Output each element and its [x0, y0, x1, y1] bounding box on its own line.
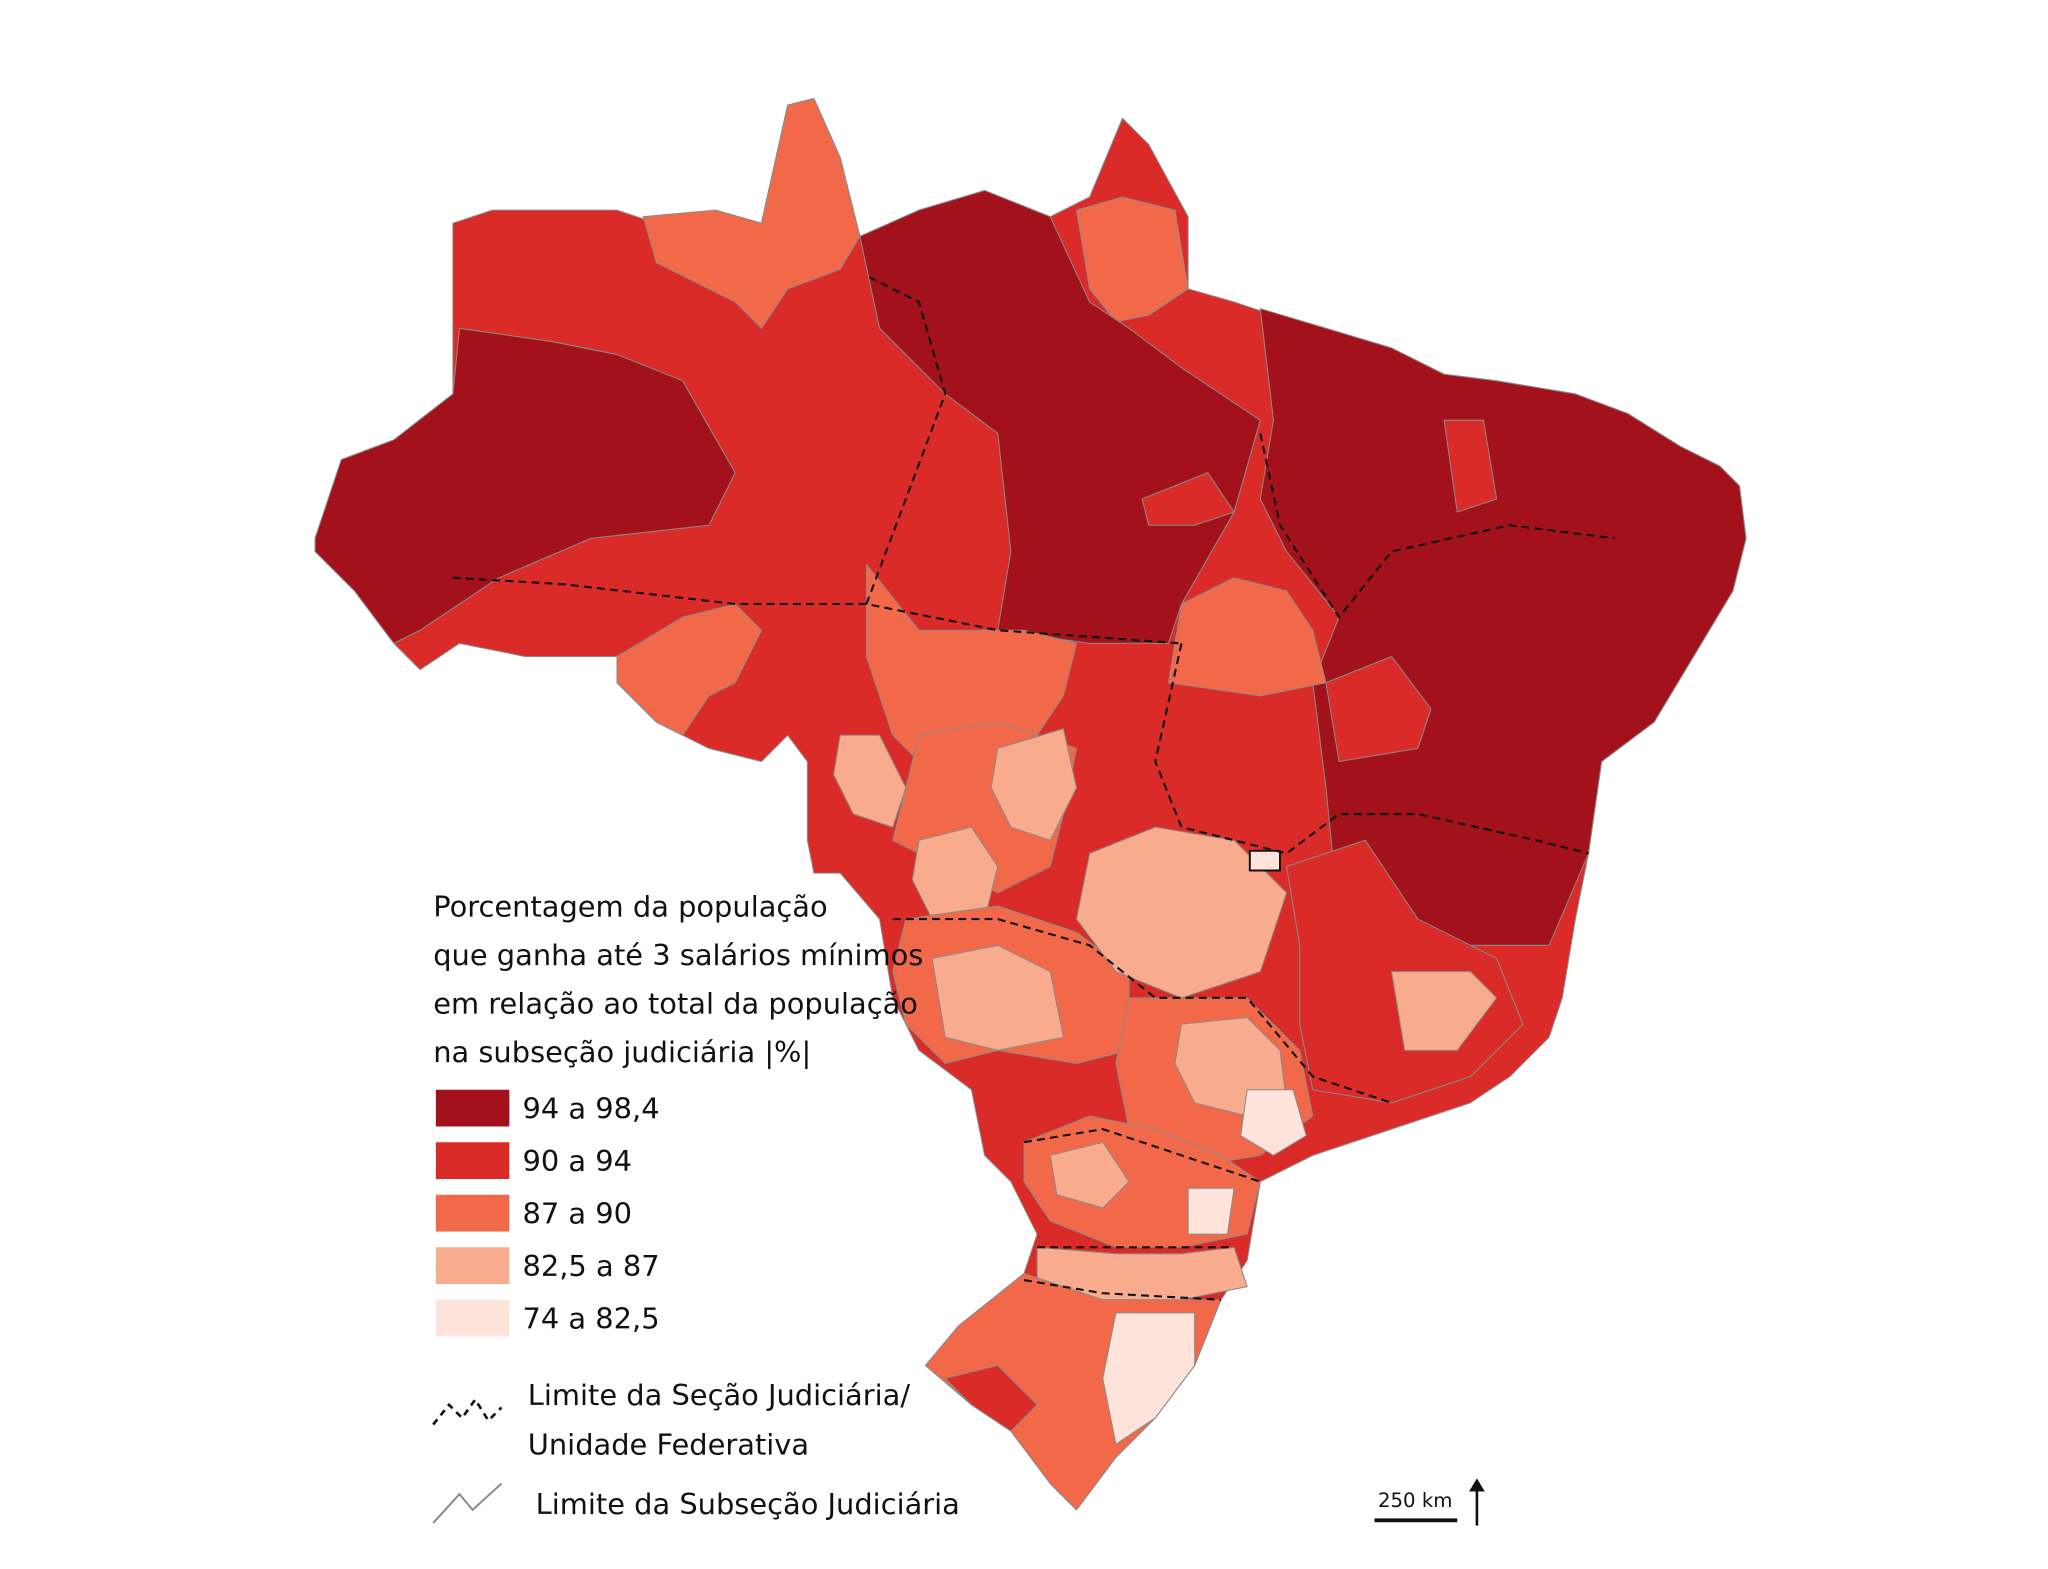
- legend-title: que ganha até 3 salários mínimos: [433, 938, 923, 972]
- legend-swatch: [435, 1089, 510, 1127]
- legend-swatch: [435, 1194, 510, 1232]
- state-boundary: [892, 918, 1392, 1104]
- north-arrow-head: [1469, 1478, 1485, 1492]
- region: [314, 327, 736, 644]
- region: [1259, 308, 1747, 959]
- map: [314, 98, 1747, 1511]
- legend-label: 87 a 90: [523, 1197, 633, 1231]
- legend-swatch: [435, 1247, 510, 1285]
- region: [833, 734, 907, 828]
- legend-label: 94 a 98,4: [523, 1092, 660, 1126]
- legend-line-label: Unidade Federativa: [528, 1428, 809, 1462]
- legend-uf-line: [432, 1397, 503, 1426]
- region: [990, 728, 1078, 841]
- state-boundary: [1154, 643, 1589, 855]
- legend-line-label: Limite da Seção Judiciária/: [528, 1378, 911, 1412]
- region: [1443, 419, 1498, 513]
- legend-swatch: [435, 1142, 510, 1180]
- region: [1102, 1312, 1196, 1445]
- state-boundary: [1023, 1128, 1261, 1183]
- region: [931, 944, 1064, 1051]
- region: [1187, 1187, 1235, 1235]
- legend-label: 90 a 94: [523, 1144, 633, 1178]
- state-boundary: [1023, 1279, 1221, 1301]
- legend-line-label: Limite da Subseção Judiciária: [536, 1487, 960, 1521]
- scale-label: 250 km: [1378, 1489, 1452, 1512]
- legend-title: na subseção judiciária |%|: [433, 1035, 811, 1069]
- region: [616, 603, 762, 736]
- region: [944, 1364, 1038, 1432]
- legend-label: 82,5 a 87: [523, 1249, 660, 1283]
- region: [1325, 655, 1432, 763]
- region: [1248, 849, 1281, 872]
- legend-subsection-line: [432, 1482, 503, 1524]
- scale-bar: 250 km: [1374, 1478, 1485, 1526]
- legend: Porcentagem da população que ganha até 3 …: [432, 889, 960, 1524]
- state-boundary: [1259, 433, 1615, 619]
- legend-swatch: [435, 1299, 510, 1337]
- legend-title: em relação ao total da população: [433, 987, 918, 1021]
- state-boundary: [452, 576, 1182, 645]
- legend-label: 74 a 82,5: [523, 1302, 660, 1336]
- region: [1049, 1141, 1130, 1209]
- region: [1167, 577, 1327, 697]
- region: [1391, 971, 1498, 1051]
- region: [1240, 1089, 1307, 1156]
- region: [859, 189, 1261, 644]
- region: [1075, 196, 1189, 323]
- region: [1141, 472, 1235, 526]
- region: [1075, 826, 1288, 999]
- state-boundary: [865, 274, 947, 605]
- legend-title: Porcentagem da população: [433, 889, 827, 923]
